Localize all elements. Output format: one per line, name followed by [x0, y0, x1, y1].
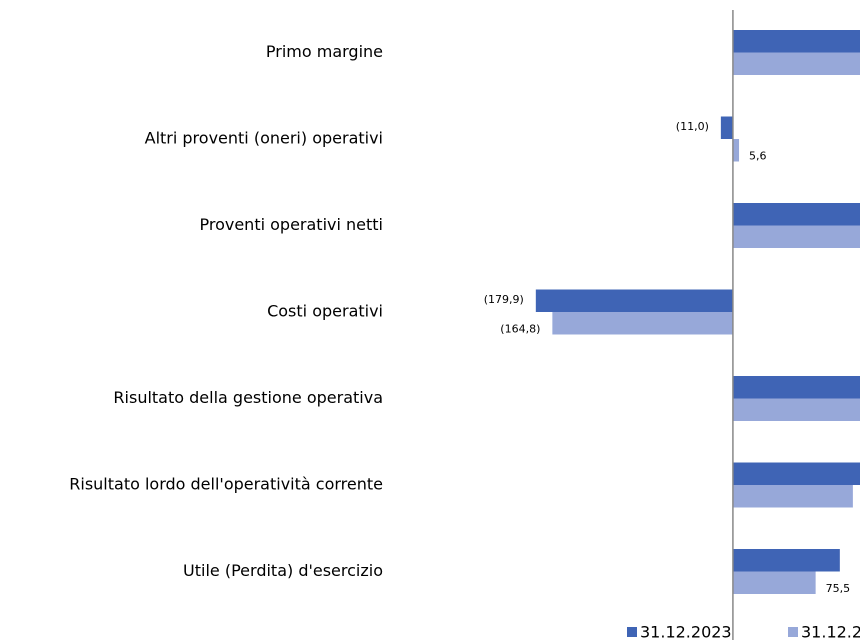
legend-swatch — [788, 627, 798, 637]
bar — [720, 116, 733, 139]
bar — [552, 312, 733, 335]
value-label: (179,9) — [484, 293, 524, 306]
category-label: Costi operativi — [267, 302, 383, 321]
category-label: Risultato lordo dell'operatività corrent… — [69, 475, 383, 494]
bar — [732, 571, 816, 594]
legend-label: 31.12.2022 — [801, 623, 860, 642]
value-label: 75,5 — [826, 582, 851, 595]
bar — [535, 289, 733, 312]
bar — [732, 462, 860, 485]
category-label: Utile (Perdita) d'esercizio — [183, 561, 383, 580]
legend-swatch — [627, 627, 637, 637]
bar — [732, 485, 853, 508]
value-label: (164,8) — [500, 322, 540, 335]
category-label: Primo margine — [266, 42, 383, 61]
value-label: 5,6 — [749, 149, 767, 162]
bar — [732, 376, 860, 399]
category-label: Altri proventi (oneri) operativi — [145, 129, 383, 148]
category-label: Risultato della gestione operativa — [113, 388, 383, 407]
bar — [732, 52, 860, 75]
bar — [732, 225, 860, 248]
bar — [732, 203, 860, 226]
bar — [732, 139, 740, 162]
category-label: Proventi operativi netti — [199, 215, 383, 234]
bar — [732, 549, 840, 572]
bar — [732, 30, 860, 53]
bar — [732, 398, 860, 421]
plot-area — [535, 30, 860, 594]
legend-label: 31.12.2023 — [640, 623, 732, 642]
value-label: (11,0) — [676, 120, 709, 133]
